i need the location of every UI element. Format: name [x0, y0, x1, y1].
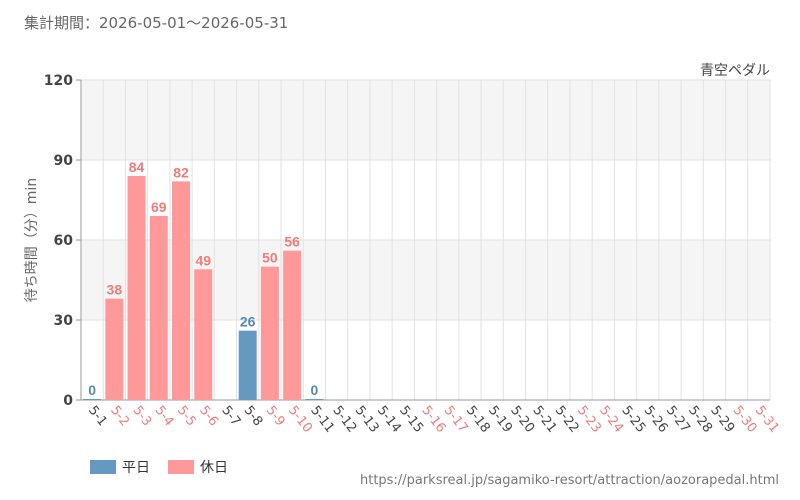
- bar[interactable]: [238, 330, 257, 400]
- y-tick-label: 120: [44, 73, 73, 89]
- data-label: 38: [107, 282, 123, 298]
- x-tick-label: 5-19: [485, 403, 515, 435]
- bar[interactable]: [172, 181, 191, 400]
- x-tick-label: 5-30: [730, 403, 760, 435]
- x-tick-label: 5-17: [441, 403, 471, 435]
- bar[interactable]: [149, 216, 168, 400]
- source-url[interactable]: https://parksreal.jp/sagamiko-resort/att…: [360, 473, 779, 488]
- data-label: 69: [151, 199, 167, 215]
- x-tick-label: 5-1: [85, 403, 110, 429]
- x-tick-label: 5-3: [129, 403, 154, 429]
- x-tick-label: 5-9: [263, 403, 288, 429]
- data-label: 0: [88, 382, 96, 398]
- x-tick-labels: 5-15-25-35-45-55-65-75-85-95-105-115-125…: [85, 403, 782, 435]
- x-tick-label: 5-4: [152, 403, 177, 429]
- data-label: 50: [262, 250, 278, 266]
- bar[interactable]: [260, 266, 279, 400]
- x-tick-label: 5-22: [552, 403, 582, 435]
- x-tick-label: 5-16: [418, 403, 448, 435]
- bars: [83, 176, 324, 400]
- bar[interactable]: [194, 269, 213, 400]
- x-tick-label: 5-23: [574, 403, 604, 435]
- data-labels: 0 38 84 69 82 49 26 50 56 0: [88, 159, 318, 398]
- x-tick-label: 5-21: [529, 403, 559, 435]
- x-tick-label: 5-7: [218, 403, 243, 429]
- y-tick-label: 90: [54, 153, 74, 169]
- data-label: 26: [240, 314, 256, 330]
- legend-item-holiday[interactable]: 休日: [168, 457, 228, 477]
- x-tick-label: 5-11: [307, 403, 337, 435]
- data-label: 82: [173, 164, 189, 180]
- x-tick-label: 5-2: [107, 403, 132, 429]
- x-tick-label: 5-25: [618, 403, 648, 435]
- x-tick-label: 5-18: [463, 403, 493, 435]
- bar[interactable]: [127, 176, 146, 400]
- data-label: 49: [195, 252, 211, 268]
- legend: 平日 休日: [90, 457, 228, 477]
- x-tick-label: 5-29: [707, 403, 737, 435]
- bar[interactable]: [83, 399, 102, 400]
- plot-band: [81, 80, 770, 160]
- x-tick-label: 5-13: [352, 403, 382, 435]
- bar[interactable]: [305, 399, 324, 400]
- x-tick-label: 5-5: [174, 403, 199, 429]
- x-tick-label: 5-6: [196, 403, 221, 429]
- y-axis-label: 待ち時間（分）min: [24, 178, 40, 302]
- legend-swatch-holiday: [168, 460, 194, 474]
- x-tick-label: 5-14: [374, 403, 404, 435]
- attraction-name: 青空ペダル: [700, 63, 770, 79]
- legend-label-weekday: 平日: [122, 460, 150, 476]
- legend-item-weekday[interactable]: 平日: [90, 457, 150, 477]
- x-tick-label: 5-27: [663, 403, 693, 435]
- bar[interactable]: [105, 298, 124, 400]
- x-tick-label: 5-15: [396, 403, 426, 435]
- x-tick-label: 5-24: [596, 403, 626, 435]
- period-label: 集計期間：2026-05-01～2026-05-31: [24, 14, 289, 32]
- x-tick-label: 5-28: [685, 403, 715, 435]
- y-tick-label: 60: [54, 233, 74, 249]
- y-tick-label: 30: [54, 313, 74, 329]
- legend-label-holiday: 休日: [200, 460, 228, 476]
- legend-swatch-weekday: [90, 460, 116, 474]
- y-tick-labels: 0 30 60 90 120: [44, 73, 73, 409]
- y-tick-label: 0: [63, 393, 73, 409]
- bar[interactable]: [283, 250, 302, 400]
- x-tick-label: 5-26: [641, 403, 671, 435]
- x-tick-label: 5-8: [241, 403, 266, 429]
- data-label: 0: [310, 382, 318, 398]
- data-label: 84: [129, 159, 145, 175]
- x-tick-label: 5-10: [285, 403, 315, 435]
- x-tick-label: 5-12: [329, 403, 359, 435]
- x-tick-label: 5-31: [752, 403, 782, 435]
- data-label: 56: [284, 234, 300, 250]
- x-tick-label: 5-20: [507, 403, 537, 435]
